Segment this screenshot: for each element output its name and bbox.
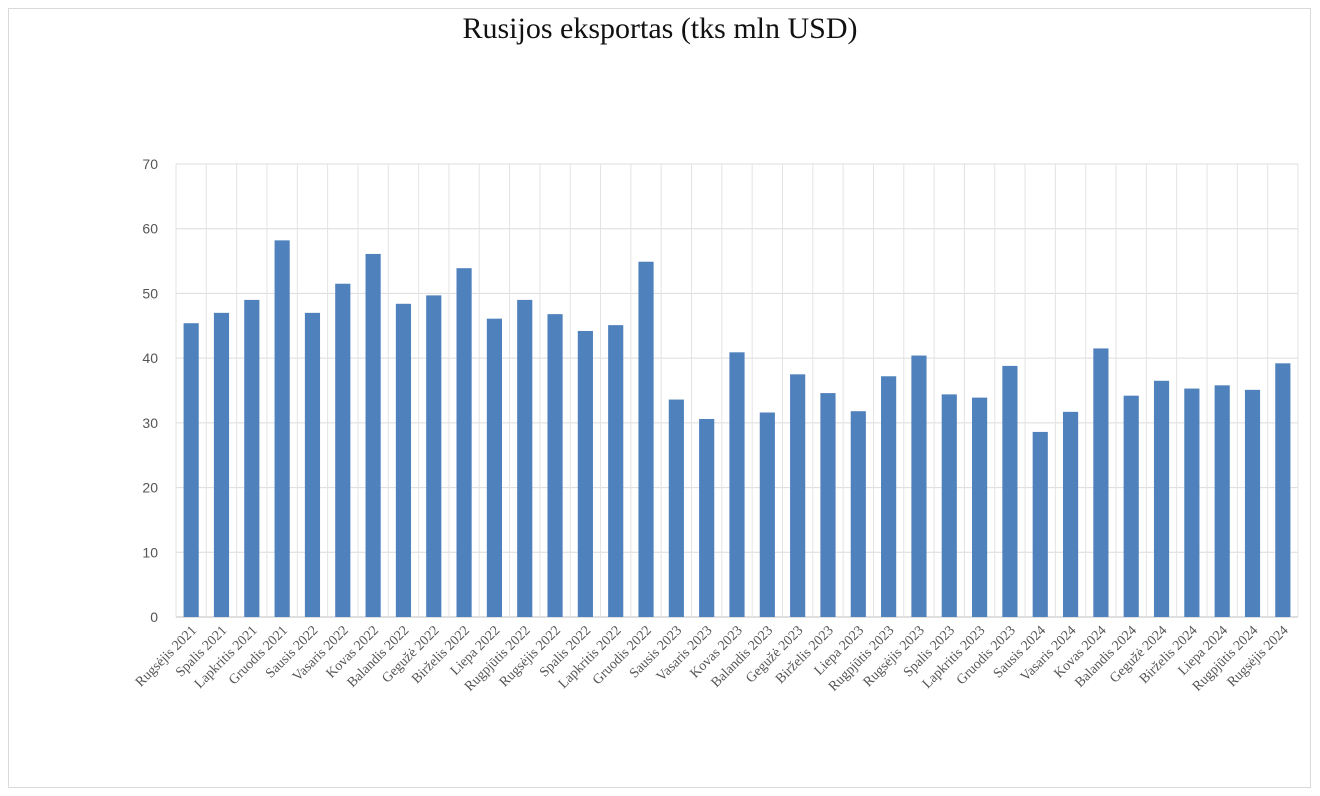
bar	[183, 323, 199, 617]
bar	[547, 314, 563, 617]
bar	[759, 412, 775, 617]
bar	[972, 397, 988, 617]
bar	[456, 268, 472, 617]
bar	[274, 240, 290, 617]
bar	[1093, 348, 1109, 617]
bar	[1062, 411, 1079, 617]
bars	[183, 240, 1291, 617]
bar	[911, 355, 927, 617]
bar	[1002, 365, 1018, 617]
y-tick-label: 0	[150, 609, 158, 625]
y-tick-label: 60	[142, 221, 158, 237]
y-tick-label: 40	[142, 350, 158, 366]
bar	[1032, 431, 1048, 617]
y-tick-label: 50	[142, 285, 158, 301]
bar	[304, 312, 321, 617]
bar	[881, 376, 897, 617]
bar	[608, 325, 624, 617]
y-tick-label: 20	[142, 480, 158, 496]
bar	[365, 253, 381, 617]
bar	[1214, 385, 1230, 617]
bar	[850, 411, 866, 617]
bar	[790, 374, 806, 617]
bar	[668, 399, 684, 617]
bar	[395, 303, 412, 617]
y-axis-ticks: 0 10 20 30 40 50 60 70	[142, 156, 158, 625]
y-tick-label: 30	[142, 415, 158, 431]
bar	[486, 318, 502, 617]
vertical-gridlines	[175, 164, 1299, 617]
y-tick-label: 10	[142, 544, 158, 560]
bar	[1184, 388, 1200, 617]
bar	[699, 418, 715, 617]
bar	[638, 261, 654, 617]
bar	[577, 330, 593, 617]
bar	[426, 295, 442, 617]
bar	[244, 299, 260, 617]
bar	[1275, 363, 1291, 617]
bar	[1244, 389, 1261, 617]
bar	[517, 299, 533, 617]
bar	[335, 283, 351, 617]
bar	[941, 394, 957, 617]
y-tick-label: 70	[142, 156, 158, 172]
chart-title: Rusijos eksportas (tks mln USD)	[462, 12, 858, 45]
bar	[213, 312, 230, 617]
bar	[1153, 380, 1170, 617]
bar	[1123, 395, 1139, 617]
bar	[729, 352, 745, 617]
bar	[820, 393, 836, 617]
